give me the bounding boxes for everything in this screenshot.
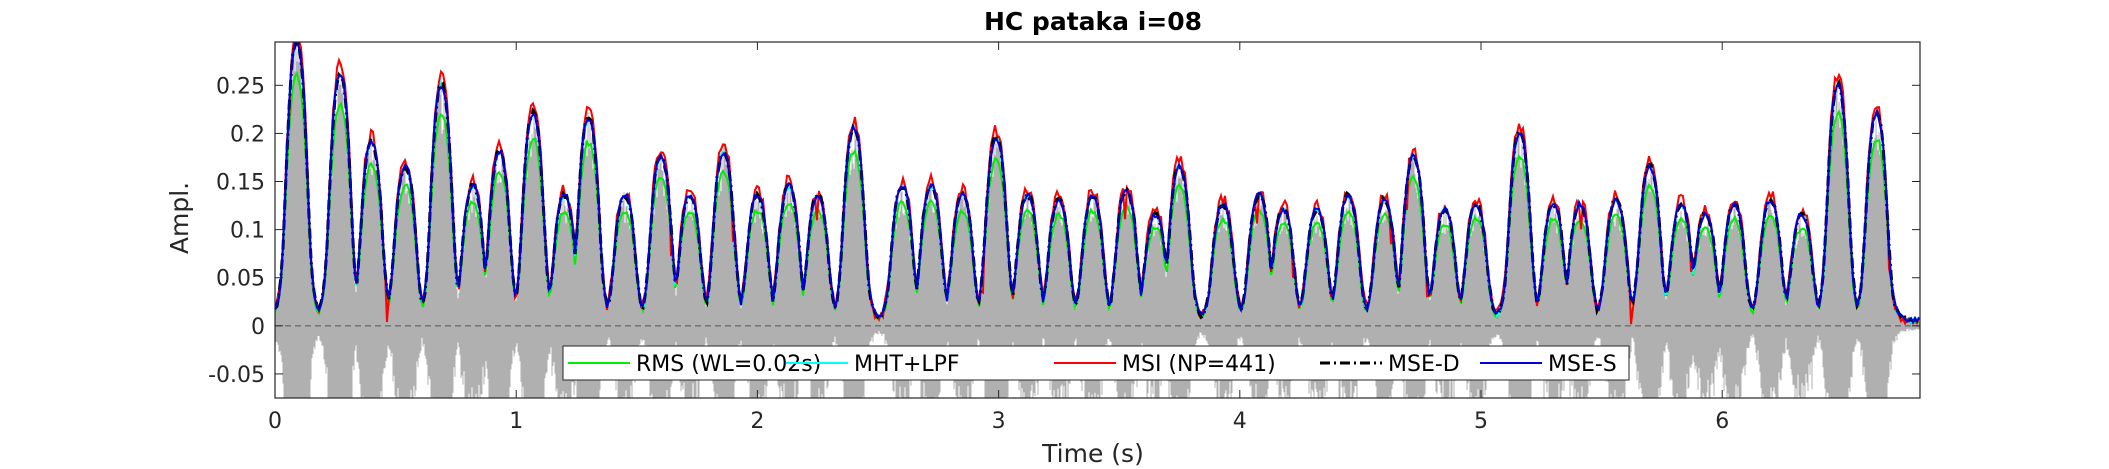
y-tick-label: 0 [251, 315, 265, 340]
y-tick-label: 0.2 [230, 122, 265, 147]
y-tick-label: 0.1 [230, 219, 265, 244]
legend-label: MSE-S [1548, 352, 1617, 377]
x-tick-label: 0 [268, 409, 282, 434]
audio-waveform [275, 46, 1920, 398]
y-tick-label: -0.05 [208, 363, 265, 388]
plot-frame [274, 41, 1921, 399]
chart-title: HC pataka i=08 [984, 7, 1202, 36]
legend-label: MSI (NP=441) [1122, 352, 1276, 377]
x-tick-label: 1 [509, 409, 523, 434]
series-group [275, 42, 1920, 326]
y-tick-label: 0.25 [216, 74, 265, 99]
x-tick-label: 5 [1474, 409, 1488, 434]
x-tick-label: 6 [1715, 409, 1729, 434]
legend-label: RMS (WL=0.02s) [636, 352, 821, 377]
x-tick-label: 3 [992, 409, 1006, 434]
x-axis-ticks: 0 1 2 3 4 5 6 [268, 42, 1729, 434]
y-axis-label: Ampl. [165, 182, 194, 254]
y-tick-label: 0.15 [216, 171, 265, 196]
y-axis-ticks: -0.05 0 0.05 0.1 0.15 0.2 0.25 [208, 74, 1920, 388]
x-axis-label: Time (s) [1041, 439, 1144, 468]
series-line-4 [275, 42, 1920, 325]
series-line-0 [275, 70, 1920, 325]
x-tick-label: 2 [750, 409, 764, 434]
plot-area [274, 41, 1921, 399]
legend-label: MHT+LPF [854, 352, 960, 377]
legend-label: MSE-D [1388, 352, 1460, 377]
x-tick-label: 4 [1233, 409, 1247, 434]
y-tick-label: 0.05 [216, 267, 265, 292]
legend: RMS (WL=0.02s) MHT+LPF MSI (NP=441) MSE-D MS… [562, 345, 1630, 381]
